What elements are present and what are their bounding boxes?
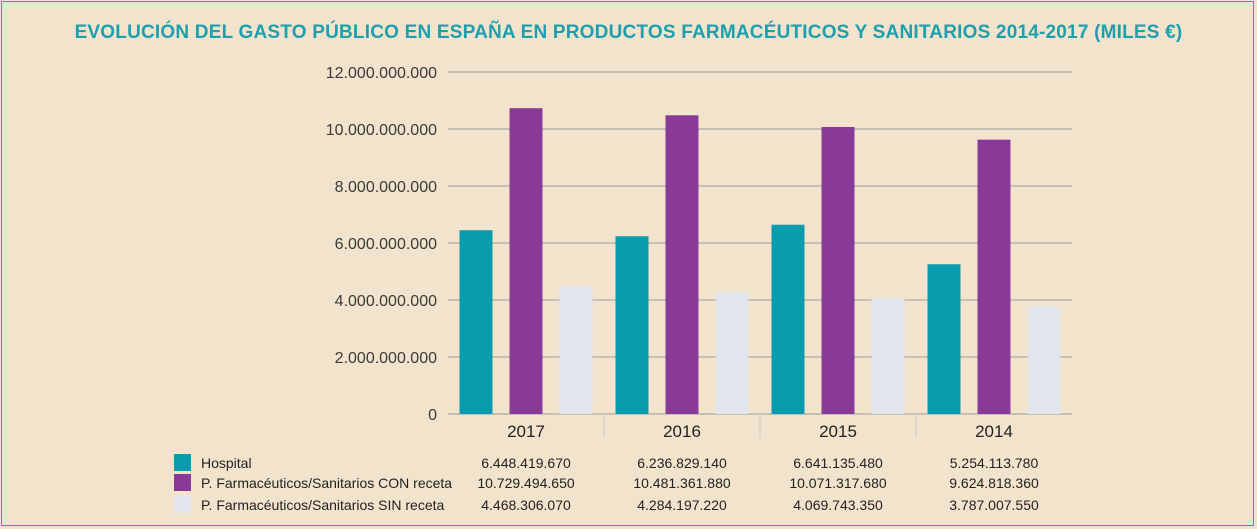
x-tick-label: 2015 [819,422,857,441]
y-tick-label: 0 [428,407,437,424]
data-table-cell: 9.624.818.360 [949,475,1039,491]
data-table-cell: 6.236.829.140 [637,455,727,471]
x-tick-label: 2016 [663,422,701,441]
y-tick-label: 8.000.000.000 [335,179,437,196]
x-tick-label: 2017 [507,422,545,441]
bar [821,126,855,415]
data-table-cell: 4.069.743.350 [793,497,883,513]
bar [871,298,905,414]
legend-swatch [174,474,191,491]
legend-label: P. Farmacéuticos/Sanitarios SIN receta [201,497,445,513]
legend-label: P. Farmacéuticos/Sanitarios CON receta [201,475,452,491]
bar [771,224,805,414]
y-tick-label: 6.000.000.000 [335,236,437,253]
bar [927,264,961,414]
data-table-cell: 6.641.135.480 [793,455,883,471]
bar [559,286,593,414]
data-table-cell: 3.787.007.550 [949,497,1039,513]
bar [665,115,699,414]
legend-swatch [174,454,191,471]
legend-label: Hospital [201,455,252,471]
legend-swatch [174,496,191,513]
y-tick-label: 10.000.000.000 [326,122,437,139]
bar [615,236,649,414]
data-table-cell: 10.071.317.680 [789,475,887,491]
data-table-cell: 10.481.361.880 [633,475,731,491]
y-tick-label: 2.000.000.000 [335,350,437,367]
data-table-cell: 10.729.494.650 [477,475,575,491]
data-table-cell: 5.254.113.780 [950,455,1039,471]
x-tick-label: 2014 [975,422,1013,441]
data-table-cell: 6.448.419.670 [481,455,571,471]
y-tick-label: 4.000.000.000 [335,293,437,310]
bar [509,108,543,414]
bar [715,291,749,414]
bar [977,139,1011,414]
chart-title: EVOLUCIÓN DEL GASTO PÚBLICO EN ESPAÑA EN… [74,22,1183,43]
y-tick-label: 12.000.000.000 [326,65,437,82]
bar [1027,306,1061,414]
data-table-cell: 4.468.306.070 [481,497,571,513]
data-table-cell: 4.284.197.220 [637,497,727,513]
bar [459,230,493,414]
